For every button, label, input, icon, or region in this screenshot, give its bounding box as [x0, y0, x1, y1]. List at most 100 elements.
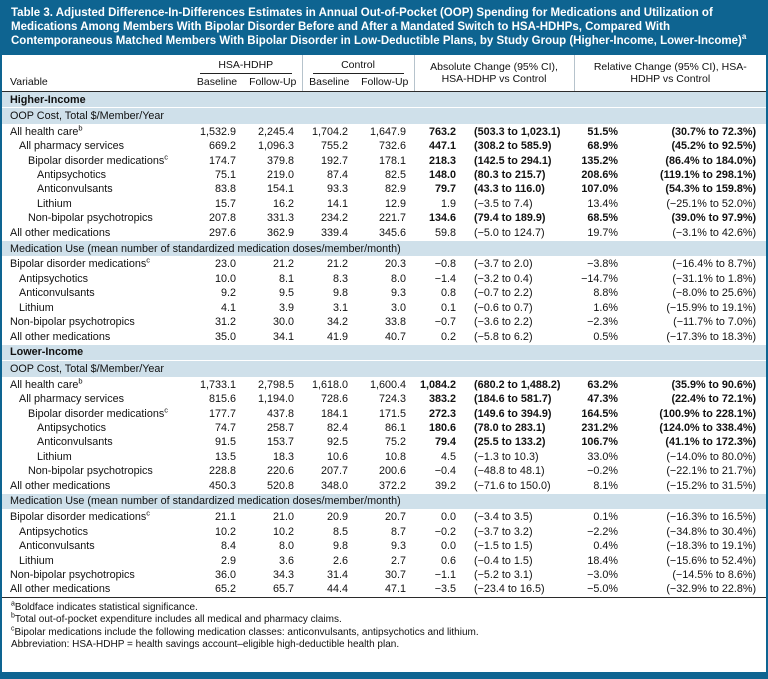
cell-abs-change: 39.2 [435, 479, 457, 492]
cell-control-baseline: 82.4 [326, 421, 348, 434]
cell-rel-ci: (−18.3% to 19.1%) [666, 540, 757, 553]
table-row: Bipolar disorder medicationsc 177.7 437.8 1… [2, 406, 766, 421]
cell-abs-ci: (142.5 to 294.1) [474, 154, 552, 167]
row-label: Non-bipolar psychotropics [10, 569, 135, 581]
cell-control-followup: 33.8 [385, 316, 407, 329]
row-label: Anticonvulsants [37, 436, 113, 449]
cell-abs-change: −0.4 [434, 465, 457, 478]
cell-hsa-baseline: 174.7 [208, 154, 236, 167]
row-label: All other medications [10, 330, 111, 343]
table-row: Non-bipolar psychotropics 228.8 220.6 207.7… [2, 464, 766, 479]
cell-hsa-baseline: 207.8 [208, 212, 236, 225]
table-row: Lithium 15.7 16.2 14.1 12.9 1.9 (−3.5 to 7.4) 1… [2, 196, 766, 212]
table-header: HSA-HDHP Control Absolute Change (95% CI… [2, 55, 766, 92]
cell-abs-change: 134.6 [428, 212, 457, 225]
row-label: Bipolar disorder medicationsc [28, 153, 168, 167]
footnote-text: Bipolar medications include the followin… [14, 626, 479, 638]
section-label: Higher-Income [2, 90, 766, 109]
cell-abs-change: 1.9 [441, 197, 457, 210]
row-label: Lithium [37, 197, 72, 210]
cell-hsa-baseline: 1,532.9 [199, 125, 236, 138]
section-row: Higher-Income [2, 90, 766, 109]
cell-hsa-followup: 1,194.0 [257, 393, 294, 406]
footnote-marker: b [78, 124, 83, 133]
table-row: Bipolar disorder medicationsc 174.7 379.8 1… [2, 153, 766, 169]
cell-rel-change: 1.6% [593, 301, 619, 314]
cell-rel-ci: (54.3% to 159.8%) [665, 183, 757, 196]
cell-hsa-baseline: 15.7 [214, 197, 236, 210]
cell-control-baseline: 348.0 [320, 479, 348, 492]
table-row: All health careb 1,532.9 2,245.4 1,704.2 1,6… [2, 124, 766, 140]
cell-hsa-baseline: 4.1 [220, 301, 236, 314]
cell-abs-change: 272.3 [428, 407, 457, 420]
cell-control-baseline: 41.9 [326, 330, 348, 343]
footnote: aBoldface indicates statistical signific… [11, 600, 757, 615]
section-label: Lower-Income [2, 343, 766, 362]
cell-abs-change: 59.8 [435, 226, 457, 239]
section-row: Lower-Income [2, 343, 766, 362]
subsection-label: OOP Cost, Total $/Member/Year [2, 107, 766, 125]
header-group-row: HSA-HDHP Control Absolute Change (95% CI… [2, 55, 766, 92]
cell-control-baseline: 192.7 [320, 154, 348, 167]
cell-rel-change: −5.0% [587, 583, 619, 596]
cell-control-followup: 1,647.9 [369, 125, 407, 138]
row-label: Lithium [19, 301, 54, 314]
cell-abs-ci: (−5.8 to 6.2) [474, 330, 533, 343]
cell-rel-ci: (−15.9% to 19.1%) [666, 301, 757, 314]
cell-hsa-baseline: 2.9 [220, 554, 236, 567]
cell-abs-ci: (−3.2 to 0.4) [474, 272, 533, 285]
cell-rel-change: 13.4% [587, 197, 619, 210]
table-row: Bipolar disorder medicationsc 21.1 21.0 20.… [2, 509, 766, 525]
row-label: All other medications [10, 226, 111, 239]
cell-rel-ci: (−16.3% to 16.5%) [666, 511, 757, 524]
cell-rel-ci: (−34.8% to 30.4%) [666, 525, 757, 538]
cell-rel-change: 0.4% [593, 540, 619, 553]
cell-control-baseline: 20.9 [326, 511, 348, 524]
cell-hsa-followup: 34.3 [272, 569, 294, 581]
row-label: All other medications [10, 479, 111, 492]
cell-rel-change: 106.7% [581, 436, 619, 449]
cell-control-followup: 40.7 [385, 330, 407, 343]
table-row: Antipsychotics 75.1 219.0 87.4 82.5 148.0 (80.… [2, 168, 766, 183]
cell-hsa-followup: 16.2 [272, 197, 294, 210]
cell-hsa-baseline: 65.2 [214, 583, 236, 596]
cell-hsa-baseline: 74.7 [214, 421, 236, 434]
table-row: Lithium 13.5 18.3 10.6 10.8 4.5 (−1.3 to 10.3)… [2, 449, 766, 465]
cell-abs-change: −0.2 [434, 525, 457, 538]
table-row: All other medications 297.6 362.9 339.4 345.… [2, 225, 766, 241]
cell-rel-ci: (−14.5% to 8.6%) [672, 569, 757, 581]
column-control-baseline: Baseline [301, 74, 356, 92]
cell-abs-ci: (−1.3 to 10.3) [474, 450, 539, 463]
cell-abs-change: −3.5 [434, 583, 457, 596]
cell-hsa-followup: 331.3 [266, 212, 294, 225]
table-row: All other medications 450.3 520.8 348.0 372.… [2, 478, 766, 494]
cell-abs-change: −0.7 [434, 316, 457, 329]
cell-control-followup: 3.0 [391, 301, 407, 314]
cell-control-followup: 200.6 [378, 465, 407, 478]
cell-rel-ci: (−15.2% to 31.5%) [666, 479, 757, 492]
footnote: Abbreviation: HSA-HDHP = health savings … [11, 639, 757, 652]
cell-abs-change: 0.0 [441, 540, 457, 553]
cell-rel-ci: (−16.4% to 8.7%) [672, 258, 757, 271]
group-label: HSA-HDHP [200, 59, 292, 74]
cell-control-followup: 2.7 [391, 554, 407, 567]
cell-rel-ci: (−11.7% to 7.0%) [673, 316, 757, 329]
cell-abs-ci: (503.3 to 1,023.1) [474, 125, 561, 138]
cell-abs-change: −1.4 [434, 272, 457, 285]
did-estimates-table: HSA-HDHP Control Absolute Change (95% CI… [2, 55, 766, 597]
table-row: Non-bipolar psychotropics 207.8 331.3 234.2… [2, 211, 766, 226]
row-label: Anticonvulsants [37, 183, 113, 196]
cell-control-baseline: 728.6 [320, 393, 348, 406]
cell-hsa-baseline: 23.0 [214, 258, 236, 271]
cell-abs-ci: (−0.6 to 0.7) [474, 301, 533, 314]
table-row: Antipsychotics 74.7 258.7 82.4 86.1 180.6 (78.… [2, 420, 766, 436]
cell-control-followup: 9.3 [391, 287, 407, 300]
cell-rel-ci: (−25.1% to 52.0%) [666, 197, 757, 210]
table-row: All other medications 65.2 65.7 44.4 47.1 −3.… [2, 582, 766, 597]
cell-rel-change: −3.0% [587, 569, 619, 581]
cell-hsa-baseline: 669.2 [208, 140, 236, 153]
cell-rel-change: 47.3% [587, 393, 619, 406]
cell-rel-change: 135.2% [581, 154, 619, 167]
footnote: bTotal out-of-pocket expenditure include… [11, 613, 757, 627]
cell-abs-change: 0.1 [441, 301, 457, 314]
